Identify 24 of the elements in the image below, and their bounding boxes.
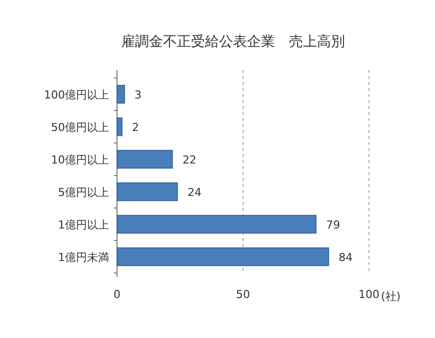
- y-tick-label: 100億円以上: [44, 88, 109, 102]
- chart-title: 雇調金不正受給公表企業 売上高別: [121, 34, 345, 50]
- x-axis-title: (社): [381, 290, 401, 303]
- data-label: 84: [338, 250, 353, 264]
- y-tick-label: 10億円以上: [51, 153, 109, 166]
- y-tick-label: 5億円以上: [58, 186, 109, 199]
- y-tick-label: 50億円以上: [51, 120, 109, 134]
- x-tick-label: 50: [236, 288, 250, 301]
- bar: [116, 247, 330, 266]
- x-tick-label: 100: [358, 288, 380, 301]
- y-tick-label: 1億円以上: [58, 218, 109, 232]
- x-tick-label: 0: [114, 288, 120, 301]
- data-label: 2: [132, 120, 140, 134]
- bar: [116, 84, 125, 104]
- bar: [116, 117, 122, 136]
- plot: 100億円以上 3 50億円以上 2 10億円以上 22 5億円以上 24 1億円以上 79 1億円未満 84 0 50 100(社): [44, 70, 401, 303]
- data-label: 3: [134, 88, 142, 102]
- bar: [116, 214, 316, 234]
- y-tick-label: 1億円未満: [58, 250, 109, 264]
- data-label: 22: [182, 153, 196, 166]
- data-label: 79: [326, 218, 340, 232]
- bar: [116, 150, 173, 169]
- data-label: 24: [187, 186, 202, 199]
- bar: [116, 182, 178, 202]
